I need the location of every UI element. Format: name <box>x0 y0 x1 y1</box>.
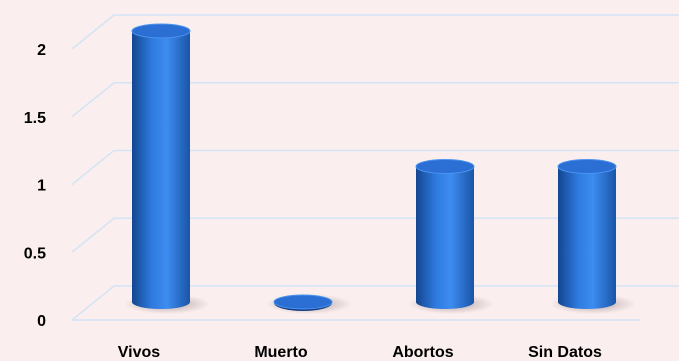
gridline <box>71 149 679 186</box>
x-tick-label: Vivos <box>118 344 161 361</box>
gridlines <box>71 14 679 321</box>
y-tick-label: 1.5 <box>24 110 46 127</box>
x-axis: Vivos Muerto Abortos Sin Datos <box>118 344 602 361</box>
bar-abortos <box>408 159 494 314</box>
bar-sin-datos <box>550 159 636 314</box>
y-tick-label: 0.5 <box>24 245 46 262</box>
bar-vivos <box>124 23 210 314</box>
bars <box>124 23 636 314</box>
gridline <box>71 82 679 118</box>
gridline <box>71 285 679 321</box>
y-axis: 0 0.5 1 1.5 2 <box>24 42 46 330</box>
y-tick-label: 2 <box>37 42 46 59</box>
gridline <box>71 217 679 253</box>
x-tick-label: Abortos <box>392 344 453 361</box>
y-tick-label: 0 <box>37 313 46 330</box>
x-tick-label: Muerto <box>254 344 308 361</box>
y-tick-label: 1 <box>37 178 46 195</box>
bar-muerto <box>266 294 352 314</box>
x-tick-label: Sin Datos <box>528 344 602 361</box>
gridline <box>71 14 679 50</box>
